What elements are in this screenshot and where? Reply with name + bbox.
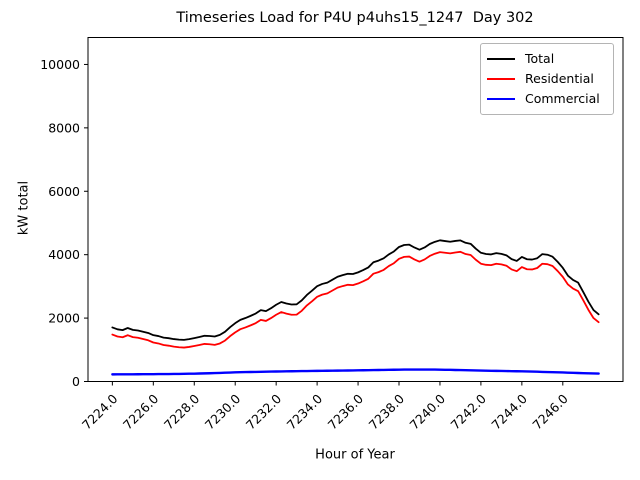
x-tick-label: 7242.0	[447, 391, 489, 433]
y-tick-label: 0	[72, 374, 80, 389]
x-tick-label: 7234.0	[284, 391, 326, 433]
commercial-line-swatch	[487, 98, 515, 100]
x-tick-label: 7228.0	[161, 391, 203, 433]
x-tick-label: 7230.0	[202, 391, 244, 433]
legend-item-residential: Residential	[487, 69, 613, 89]
legend-item-commercial: Commercial	[487, 89, 613, 109]
chart-title: Timeseries Load for P4U p4uhs15_1247 Day…	[176, 10, 534, 26]
legend-label-commercial: Commercial	[525, 91, 600, 106]
x-tick-label: 7240.0	[407, 391, 449, 433]
legend-label-total: Total	[525, 51, 555, 66]
x-tick-label: 7226.0	[120, 391, 162, 433]
axes-frame	[87, 37, 624, 382]
y-tick-label: 4000	[48, 247, 80, 262]
x-tick-label: 7232.0	[243, 391, 285, 433]
x-tick-label: 7238.0	[366, 391, 408, 433]
x-axis-label: Hour of Year	[315, 447, 395, 463]
series-line-residential	[111, 250, 600, 349]
legend-item-total: Total	[487, 49, 613, 69]
y-tick-label: 2000	[48, 311, 80, 326]
residential-line-swatch	[487, 78, 515, 80]
x-tick-label: 7244.0	[488, 391, 530, 433]
x-tick-label: 7236.0	[325, 391, 367, 433]
x-tick-label: 7224.0	[79, 391, 121, 433]
total-line-swatch	[487, 58, 515, 60]
x-tick-label: 7246.0	[529, 391, 571, 433]
series-line-total	[111, 239, 600, 341]
y-axis-label: kW total	[16, 180, 32, 236]
y-tick-label: 6000	[48, 184, 80, 199]
y-tick-label: 10000	[40, 57, 80, 72]
legend-label-residential: Residential	[525, 71, 594, 86]
legend: Total Residential Commercial	[480, 43, 614, 115]
series-line-commercial	[111, 368, 600, 376]
y-tick-label: 8000	[48, 120, 80, 135]
